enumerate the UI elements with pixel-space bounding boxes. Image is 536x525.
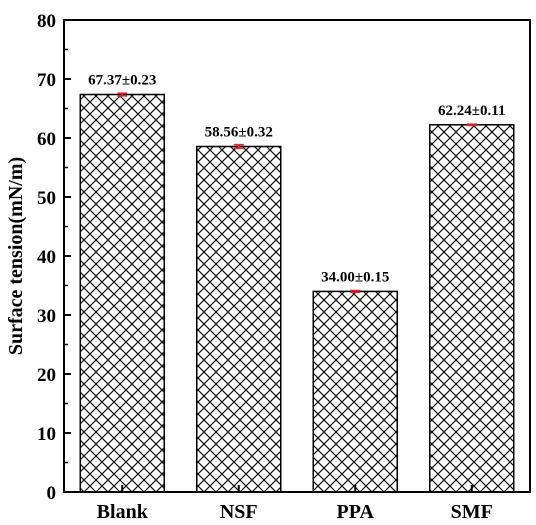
y-tick-label: 80	[37, 11, 56, 32]
bars	[79, 93, 515, 493]
y-tick-label: 40	[37, 247, 56, 268]
y-tick-label: 0	[47, 483, 57, 504]
y-tick-label: 50	[37, 188, 56, 209]
y-axis: 0 10 20 30 40 50 60 70 80	[37, 11, 71, 504]
y-tick-label: 70	[37, 70, 56, 91]
data-label-nsf: 58.56±0.32	[205, 124, 273, 140]
data-label-ppa: 34.00±0.15	[321, 269, 389, 285]
x-tick-label-blank: Blank	[97, 501, 149, 523]
y-tick-label: 10	[37, 424, 56, 445]
y-tick-label: 60	[37, 129, 56, 150]
bar-blank	[79, 93, 165, 493]
error-bars	[117, 92, 477, 294]
error-bar-blank	[117, 92, 128, 97]
bar-ppa	[312, 290, 398, 493]
x-tick-label-nsf: NSF	[220, 501, 258, 523]
bar-nsf	[196, 145, 282, 493]
data-label-smf: 62.24±0.11	[438, 103, 505, 119]
x-axis: Blank NSF PPA SMF	[97, 485, 493, 523]
error-bar-smf	[466, 123, 477, 127]
x-tick-label-ppa: PPA	[337, 501, 375, 523]
error-bar-nsf	[233, 143, 244, 150]
y-axis-title: Surface tension(mN/m)	[5, 157, 27, 355]
error-bar-ppa	[350, 289, 361, 294]
y-tick-label: 30	[37, 306, 56, 327]
bar-smf	[429, 124, 515, 493]
data-labels: 67.37±0.23 58.56±0.32 34.00±0.15 62.24±0.11	[88, 73, 505, 286]
y-tick-label: 20	[37, 365, 56, 386]
data-label-blank: 67.37±0.23	[88, 73, 156, 89]
x-tick-label-smf: SMF	[451, 501, 493, 523]
